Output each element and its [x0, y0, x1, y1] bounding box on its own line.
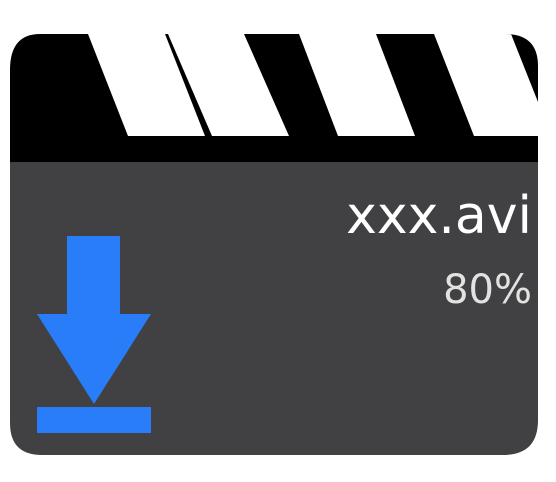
file-name-label: xxx.avi — [346, 186, 532, 246]
download-progress-label: 80% — [443, 267, 532, 313]
clapper-stripe — [299, 34, 415, 136]
clapper-stripe — [434, 34, 538, 136]
download-arrow-icon — [37, 236, 151, 433]
clapperboard-body — [10, 162, 538, 455]
clapper-stripe — [168, 34, 289, 136]
clapperboard-top — [10, 34, 538, 162]
clapper-stripe — [88, 34, 205, 136]
